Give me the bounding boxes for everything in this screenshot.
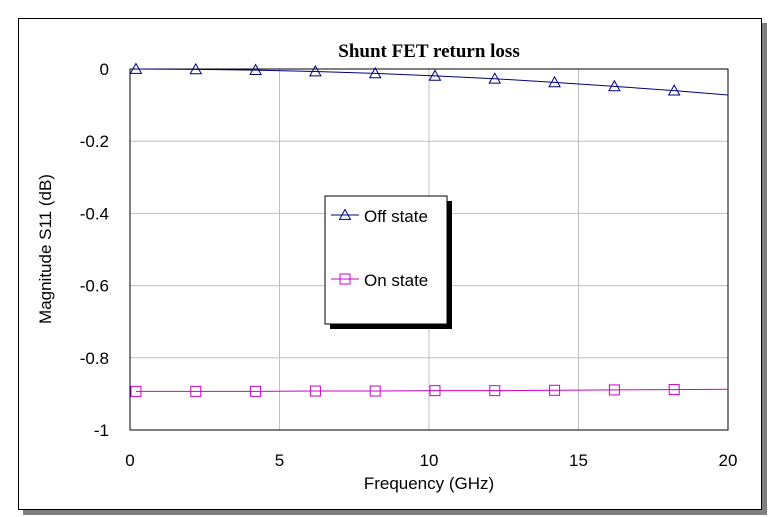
- legend: Off state On state: [324, 195, 452, 329]
- x-tick-label: 15: [569, 451, 588, 470]
- plot-area-border: [129, 68, 729, 431]
- data-point-off-state: [368, 66, 382, 79]
- data-point-off-state: [488, 72, 502, 84]
- y-tick-label: 0: [100, 60, 109, 79]
- x-tick-label: 0: [125, 451, 134, 470]
- series-line-on-state: [135, 388, 729, 392]
- legend-label-off-state: Off state: [364, 207, 428, 226]
- data-point-off-state: [548, 75, 561, 88]
- data-point-on-state: [668, 384, 680, 396]
- legend-label-on-state: On state: [364, 271, 428, 290]
- legend-box: [324, 195, 448, 325]
- legend-marker-on-state: [339, 273, 351, 285]
- series-line-off-state: [135, 68, 729, 96]
- data-point-off-state: [129, 62, 143, 74]
- data-point-off-state: [189, 62, 203, 75]
- data-point-off-state: [608, 79, 621, 92]
- data-point-on-state: [489, 385, 501, 397]
- y-tick-label: -1: [94, 421, 109, 440]
- data-point-off-state: [309, 64, 322, 77]
- data-point-on-state: [369, 385, 381, 397]
- series-layer: [129, 62, 729, 397]
- data-point-off-state: [667, 84, 681, 96]
- data-point-on-state: [250, 385, 262, 397]
- data-point-on-state: [130, 385, 142, 397]
- y-tick-label: -0.2: [80, 132, 109, 151]
- y-axis-label: Magnitude S11 (dB): [36, 174, 55, 324]
- legend-marker-off-state: [338, 208, 352, 220]
- x-tick-label: 10: [420, 451, 439, 470]
- y-tick-label: -0.8: [80, 349, 109, 368]
- y-tick-labels: 0 -0.2 -0.4 -0.6 -0.8 -1: [80, 60, 109, 440]
- x-tick-labels: 0 5 10 15 20: [125, 451, 737, 470]
- x-tick-label: 20: [719, 451, 738, 470]
- data-point-on-state: [429, 385, 441, 397]
- x-axis-label: Frequency (GHz): [364, 474, 494, 493]
- chart-title: Shunt FET return loss: [338, 41, 519, 62]
- data-point-off-state: [249, 63, 262, 75]
- data-point-on-state: [608, 384, 620, 396]
- y-tick-label: -0.4: [80, 204, 109, 223]
- data-point-on-state: [309, 385, 321, 397]
- x-tick-label: 5: [275, 451, 284, 470]
- data-point-on-state: [190, 385, 202, 397]
- data-point-off-state: [428, 69, 442, 81]
- data-point-on-state: [549, 384, 561, 396]
- y-tick-label: -0.6: [80, 277, 109, 296]
